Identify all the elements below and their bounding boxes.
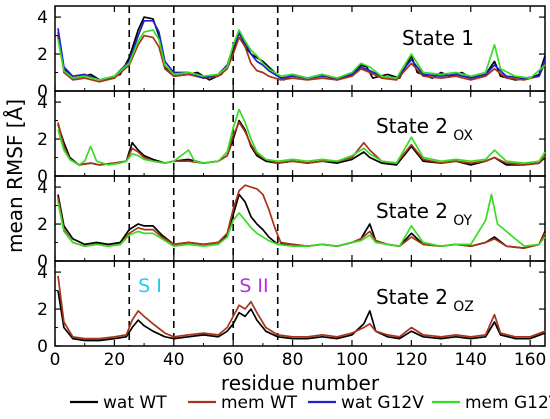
series-line-2-mem-g12v (57, 108, 546, 166)
series-line-1-mem-wt (57, 31, 546, 83)
y-tick-label-3-3: 4 (37, 178, 48, 198)
legend-label-wat-wt: wat WT (103, 393, 167, 413)
series-line-4-mem-wt (57, 275, 546, 340)
legend-label-wat-g12v: wat G12V (341, 393, 424, 413)
y-tick-label-4-1: 0 (37, 337, 48, 357)
x-tick-label-8: 140 (455, 350, 487, 370)
y-axis-title: mean RMSF [Å] (3, 99, 27, 253)
region-label-1: S I (138, 275, 162, 297)
y-tick-label-4-3: 4 (37, 263, 48, 283)
y-tick-label-2-1: 0 (37, 167, 48, 187)
legend-label-mem-g12v: mem G12V (465, 393, 550, 413)
panel-frame-4 (54, 260, 546, 347)
series-line-1-wat-g12v (57, 19, 546, 81)
state-sublabel-3: OY (453, 213, 472, 229)
state-label-3: State 2 (376, 199, 448, 223)
state-label-1: State 1 (402, 26, 474, 50)
x-tick-label-3: 40 (163, 350, 185, 370)
x-tick-label-9: 160 (514, 350, 546, 370)
y-tick-label-2-3: 4 (37, 93, 48, 113)
state-label-4: State 2 (376, 285, 448, 309)
x-tick-label-7: 120 (395, 350, 427, 370)
region-label-2: S II (239, 275, 268, 297)
legend-label-mem-wt: mem WT (221, 393, 298, 413)
series-line-2-mem-wt (57, 121, 546, 166)
y-tick-label-1-1: 0 (37, 82, 48, 102)
y-tick-label-4-2: 2 (37, 300, 48, 320)
series-line-4-wat-wt (57, 290, 546, 342)
y-tick-label-3-1: 0 (37, 252, 48, 272)
x-tick-label-4: 60 (222, 350, 244, 370)
y-tick-label-1-2: 2 (37, 45, 48, 65)
y-tick-label-2-2: 2 (37, 130, 48, 150)
state-label-2: State 2 (376, 114, 448, 138)
x-tick-label-2: 20 (104, 350, 126, 370)
series-line-1-mem-g12v (57, 29, 546, 81)
y-tick-label-3-2: 2 (37, 215, 48, 235)
state-sublabel-2: OX (453, 128, 473, 144)
x-axis-title: residue number (221, 371, 380, 395)
state-sublabel-4: OZ (453, 299, 474, 315)
y-tick-label-1-3: 4 (37, 8, 48, 28)
series-line-3-mem-g12v (57, 193, 546, 248)
x-tick-label-5: 80 (282, 350, 304, 370)
x-tick-label-6: 100 (336, 350, 368, 370)
x-tick-label-1: 0 (50, 350, 61, 370)
